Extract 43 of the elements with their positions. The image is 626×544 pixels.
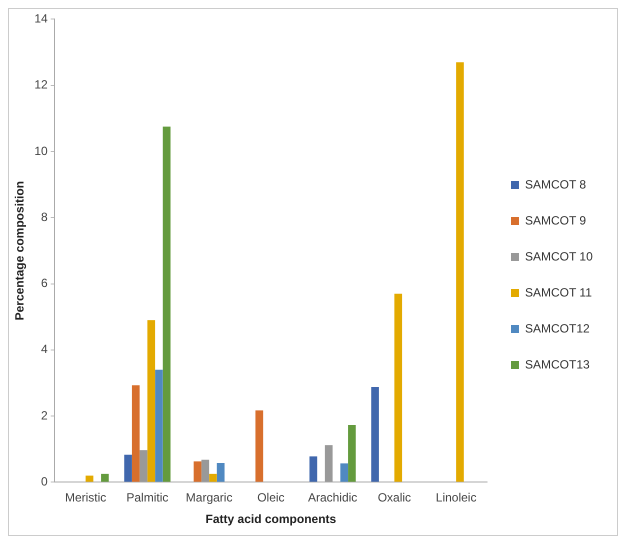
- bar: [309, 456, 318, 482]
- bar: [394, 294, 402, 482]
- legend-label: SAMCOT 10: [524, 249, 594, 264]
- legend-label: SAMCOT13: [524, 357, 590, 372]
- bar: [340, 463, 348, 482]
- bar: [348, 424, 356, 482]
- bar: [371, 386, 379, 482]
- y-tick-label: 12: [34, 78, 48, 92]
- bar: [456, 62, 464, 482]
- y-tick-label: 0: [41, 474, 48, 489]
- x-tick-label: Oxalic: [378, 490, 412, 505]
- y-tick-label: 4: [41, 342, 48, 356]
- x-tick-label: Oleic: [257, 490, 285, 505]
- bar: [194, 461, 202, 482]
- legend-label: SAMCOT 9: [524, 213, 586, 228]
- x-axis-title: Fatty acid components: [206, 512, 337, 526]
- bar: [216, 463, 225, 482]
- x-tick-label: Margaric: [186, 490, 232, 505]
- bar: [324, 445, 333, 482]
- y-tick-label: 2: [41, 408, 48, 422]
- legend-label: SAMCOT 8: [524, 177, 586, 192]
- bar: [147, 320, 156, 482]
- bar: [209, 474, 217, 482]
- bar: [101, 474, 109, 482]
- bar: [124, 454, 132, 482]
- bar: [201, 460, 210, 482]
- y-tick-label: 6: [41, 276, 48, 290]
- y-tick-label: 8: [41, 210, 48, 224]
- x-tick-label: Linoleic: [436, 490, 476, 505]
- y-tick-label: 14: [34, 12, 48, 26]
- legend-label: SAMCOT 11: [524, 285, 592, 300]
- y-tick-label: 10: [34, 144, 48, 158]
- x-tick-label: Meristic: [64, 490, 106, 505]
- y-axis-title: Percentage composition: [12, 181, 27, 320]
- bar: [140, 450, 148, 482]
- bar: [155, 370, 163, 482]
- x-tick-label: Palmitic: [126, 490, 168, 505]
- legend-label: SAMCOT12: [524, 321, 590, 336]
- bar: [162, 126, 171, 482]
- bar: [132, 385, 140, 482]
- x-tick-label: Arachidic: [308, 490, 358, 505]
- bar: [255, 410, 264, 482]
- bar: [86, 476, 94, 482]
